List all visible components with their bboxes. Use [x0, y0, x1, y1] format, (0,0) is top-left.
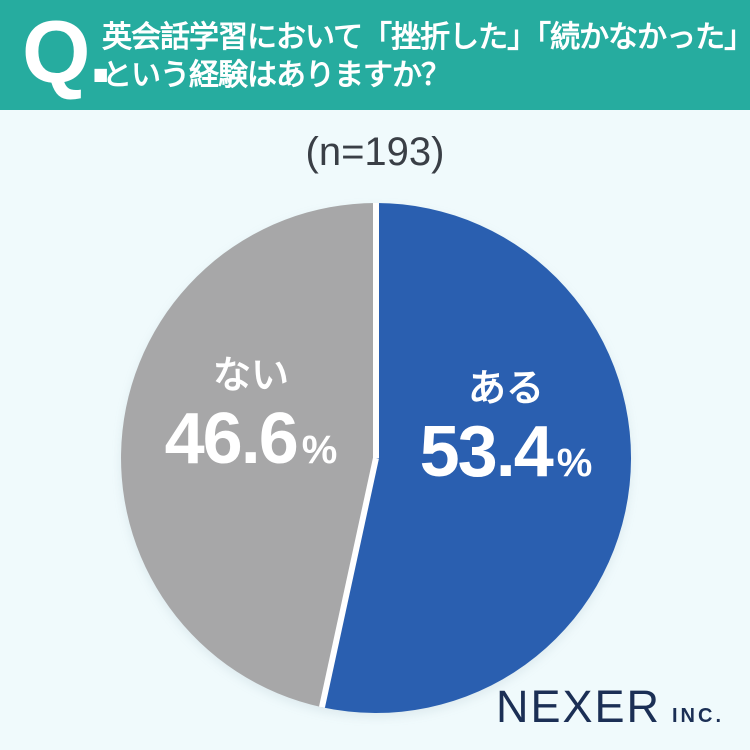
percent-sign-aru: % [556, 441, 593, 485]
nexer-logo-brand: NEXER [495, 681, 661, 732]
percent-sign-nai: % [301, 428, 338, 472]
slice-percentage-nai: 46.6 [164, 399, 299, 479]
pie-label-nai: ない 46.6% [138, 354, 364, 476]
question-line-2: という経験はありますか？ [102, 59, 451, 92]
slice-name-aru: ある [467, 368, 544, 410]
pie-label-aru: ある 53.4% [392, 367, 620, 489]
question-banner: Q. 英会話学習において「挫折した」「続かなかった」 という経験はありますか？ [0, 0, 750, 110]
question-line-1: 英会話学習において「挫折した」「続かなかった」 [102, 21, 750, 54]
nexer-logo: NEXER INC. [496, 684, 724, 729]
q-mark: Q. [22, 2, 113, 101]
pie-slice-divider [319, 457, 379, 708]
slice-value-nai: 46.6% [138, 402, 364, 476]
pie-slice-0 [321, 203, 632, 713]
slice-percentage-aru: 53.4 [419, 412, 554, 492]
pie-slice-1 [121, 203, 377, 708]
sample-size-label: (n=193) [305, 130, 445, 174]
question-text: 英会話学習において「挫折した」「続かなかった」 という経験はありますか？ [102, 19, 750, 95]
slice-value-aru: 53.4% [392, 415, 620, 489]
slice-name-nai: ない [212, 355, 289, 397]
nexer-logo-suffix: INC. [672, 705, 724, 727]
